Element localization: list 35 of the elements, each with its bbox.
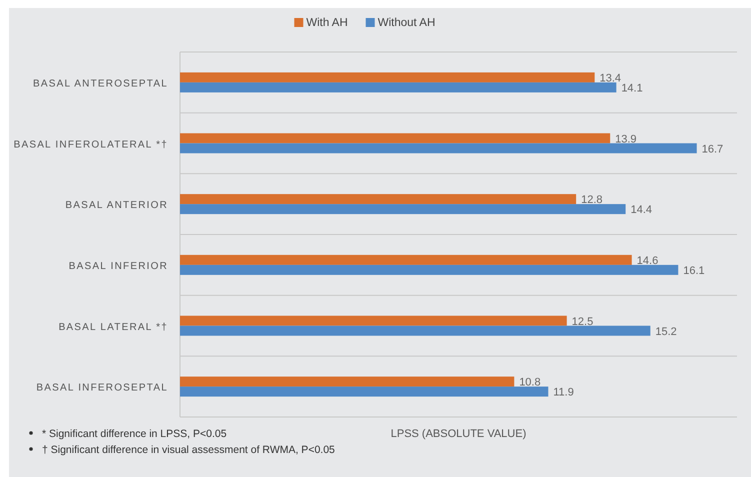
data-label: 16.1 (683, 264, 705, 277)
text: * Significant difference in LPSS, P<0.05 (42, 428, 227, 440)
bar (180, 143, 697, 154)
bar (180, 386, 548, 397)
y-tick-label: BASAL LATERAL *† (58, 322, 168, 333)
legend-label: With AH (306, 17, 348, 29)
y-tick-label: BASAL INFEROSEPTAL (36, 382, 168, 394)
bar (180, 376, 514, 387)
data-label: 12.5 (572, 316, 594, 328)
legend-label: Without AH (378, 17, 436, 29)
y-tick-label: BASAL ANTEROSEPTAL (33, 78, 168, 90)
bar (180, 326, 650, 336)
data-label: 14.1 (621, 82, 643, 94)
bar (180, 194, 576, 204)
y-tick-label: BASAL INFERIOR (68, 260, 168, 272)
data-label: 10.8 (519, 376, 541, 389)
data-label: 11.9 (553, 386, 574, 399)
bar (180, 316, 567, 326)
data-label: 13.9 (615, 133, 637, 146)
bar (180, 264, 678, 275)
data-label: 15.2 (655, 326, 677, 338)
text: † Significant difference in visual assessment of RWMA, P<0.05 (42, 444, 336, 456)
bar (180, 204, 626, 214)
y-tick-label: BASAL INFEROLATERAL *† (14, 139, 168, 150)
bar (180, 254, 632, 265)
bar (180, 82, 616, 92)
y-tick-label: BASAL ANTERIOR (65, 200, 168, 212)
data-label: 13.4 (600, 72, 622, 84)
data-label: 14.4 (630, 204, 652, 216)
data-label: 16.7 (702, 143, 724, 156)
x-axis-title: LPSS (ABSOLUTE VALUE) (390, 428, 526, 440)
bar (180, 133, 610, 144)
data-label: 12.8 (581, 194, 603, 206)
bar (180, 72, 595, 82)
data-label: 14.6 (636, 254, 658, 267)
